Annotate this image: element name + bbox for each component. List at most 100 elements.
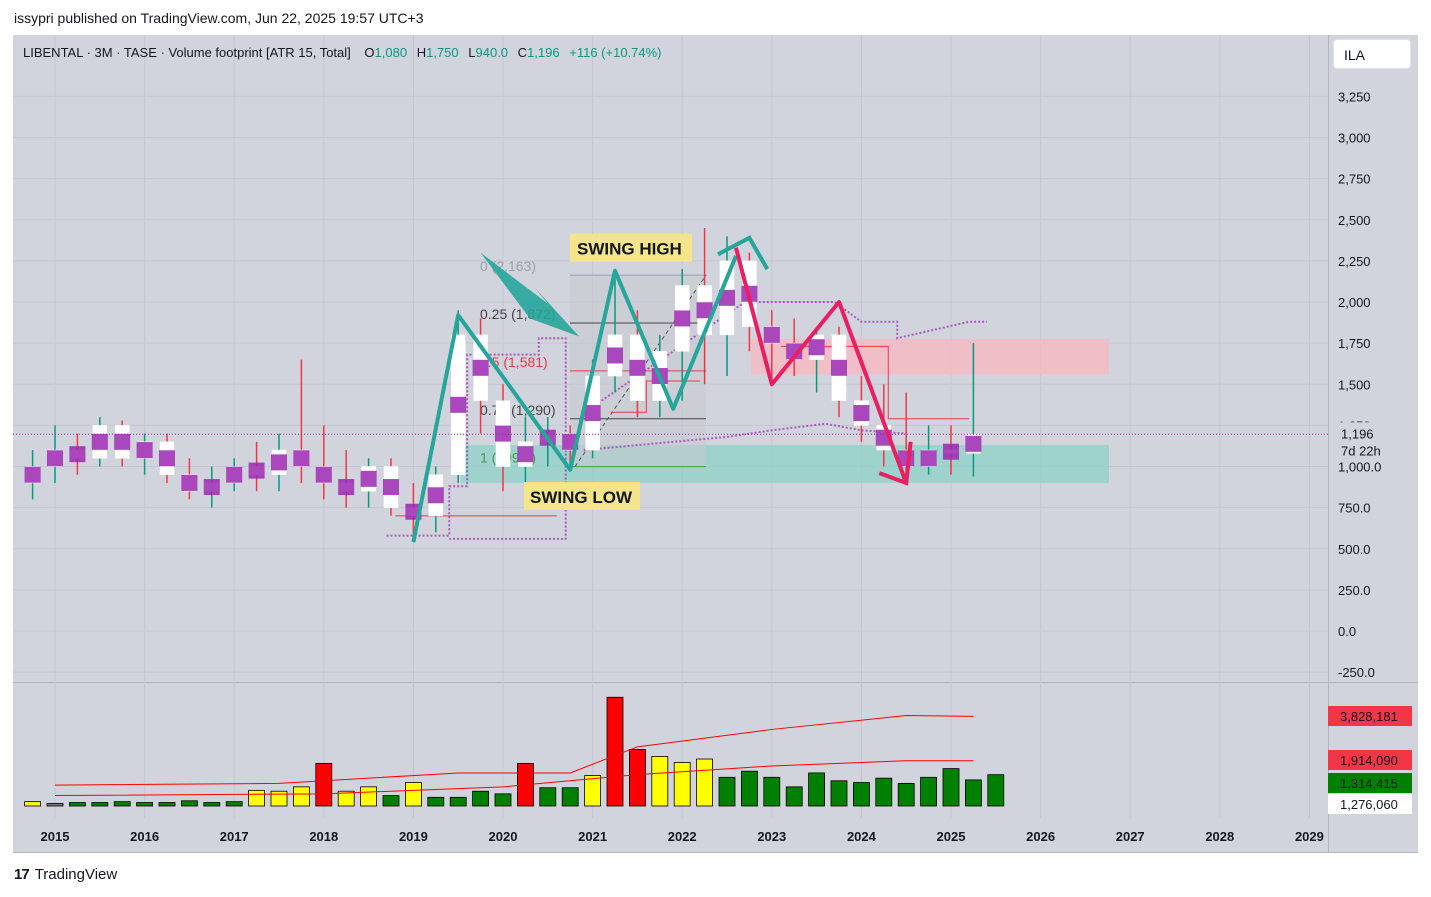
- volume-bar: [203, 802, 221, 807]
- footprint-poc-box: [383, 479, 399, 496]
- footprint-poc-box: [719, 289, 735, 306]
- price-badge-value: 1,196: [1341, 426, 1374, 441]
- volume-bar: [360, 786, 378, 807]
- footprint-poc-box: [472, 359, 489, 376]
- volume-bar: [472, 790, 490, 807]
- volume-scale-badge: 1,914,090: [1340, 753, 1398, 768]
- footprint-poc-box: [159, 450, 175, 467]
- footprint-poc-box: [181, 474, 198, 491]
- x-tick-label: 2017: [220, 829, 249, 844]
- volume-profile-envelope: [583, 422, 907, 452]
- volume-scale-badge: 3,828,181: [1340, 709, 1398, 724]
- close-value: 1,196: [527, 45, 560, 60]
- change-value: +116 (+10.74%): [569, 45, 662, 60]
- footprint-poc-box: [629, 359, 646, 376]
- symbol-name: LIBENTAL · 3M · TASE · Volume footprint …: [23, 45, 351, 60]
- footprint-poc-box: [607, 347, 623, 364]
- tradingview-logo-icon: 17: [14, 866, 30, 883]
- volume-bar: [606, 696, 624, 807]
- x-tick-label: 2028: [1205, 829, 1234, 844]
- volume-bar: [808, 772, 825, 807]
- y-tick-label: 1,500: [1338, 377, 1371, 392]
- volume-ma-lower: [54, 760, 974, 797]
- tradingview-brand[interactable]: 17 TradingView: [14, 866, 117, 883]
- close-label: C: [517, 45, 528, 60]
- footprint-poc-box: [338, 479, 355, 496]
- price-badge-countdown: 7d 22h: [1341, 443, 1381, 458]
- published-by-text: issypri published on TradingView.com, Ju…: [14, 10, 424, 26]
- volume-bar: [561, 787, 579, 807]
- footprint-poc-box: [360, 470, 377, 487]
- x-tick-label: 2020: [489, 829, 518, 844]
- open-label: O: [364, 45, 375, 60]
- low-value: 940.0: [475, 45, 509, 60]
- volume-bar: [584, 775, 601, 807]
- volume-bar: [696, 758, 713, 807]
- swing-high-label: SWING HIGH: [577, 240, 682, 259]
- footprint-poc-box: [136, 442, 153, 459]
- footprint-poc-box: [226, 466, 243, 483]
- volume-scale-badge-bg: [1328, 706, 1412, 726]
- footprint-poc-box: [114, 433, 131, 450]
- footprint-poc-box: [248, 462, 265, 479]
- footprint-poc-box: [203, 479, 220, 496]
- volume-bar: [225, 801, 243, 807]
- volume-bar: [46, 802, 64, 807]
- y-tick-label: 250.0: [1338, 583, 1371, 598]
- volume-bar: [24, 801, 42, 807]
- footprint-poc-box: [943, 443, 959, 460]
- volume-profile-envelope: [600, 301, 987, 402]
- brand-name: TradingView: [34, 866, 118, 883]
- volume-scale-badge: 1,314,415: [1340, 776, 1398, 791]
- y-tick-label: 2,250: [1338, 254, 1371, 269]
- volume-bar: [853, 782, 870, 807]
- x-tick-label: 2021: [578, 829, 607, 844]
- volume-bar: [965, 779, 982, 807]
- volume-bar: [180, 800, 198, 807]
- x-tick-label: 2018: [309, 829, 338, 844]
- volume-bar: [897, 782, 915, 807]
- currency-button[interactable]: ILA: [1333, 39, 1411, 69]
- volume-bar: [270, 790, 288, 807]
- footprint-poc-box: [763, 326, 780, 343]
- price-badge-bg: [1332, 422, 1416, 459]
- footprint-poc-box: [69, 446, 86, 463]
- volume-bar: [427, 796, 445, 807]
- high-label: H: [416, 45, 427, 60]
- volume-scale-badge-bg: [1328, 773, 1412, 793]
- volume-bar: [763, 776, 781, 807]
- time-scale-background: [13, 818, 1328, 853]
- footprint-poc-box: [674, 310, 691, 327]
- footprint-poc-box: [91, 433, 108, 450]
- footprint-poc-box: [450, 396, 467, 413]
- footprint-poc-box: [517, 446, 534, 463]
- y-tick-label: 3,000: [1338, 131, 1371, 146]
- volume-scale-badge-bg: [1328, 794, 1412, 814]
- x-tick-label: 2029: [1295, 829, 1324, 844]
- swing-arrow-head: [717, 235, 770, 271]
- y-tick-label: 2,750: [1338, 172, 1371, 187]
- swing-high-label-bg: [570, 233, 692, 262]
- volume-bar: [404, 782, 422, 807]
- volume-bar: [248, 789, 266, 807]
- volume-scale-badge-bg: [1328, 750, 1412, 770]
- open-value: 1,080: [374, 45, 408, 60]
- y-tick-label: 500.0: [1338, 542, 1371, 557]
- footprint-poc-box: [47, 450, 63, 467]
- low-label: L: [468, 45, 476, 60]
- footprint-poc-box: [24, 466, 41, 483]
- downtrend-path: [734, 247, 909, 484]
- volume-bar: [315, 762, 333, 807]
- footprint-poc-box: [786, 343, 803, 360]
- footprint-poc-box: [315, 466, 332, 483]
- volume-bar: [718, 776, 736, 807]
- x-tick-label: 2024: [847, 829, 877, 844]
- footprint-poc-box: [853, 405, 870, 422]
- volume-bar: [292, 786, 310, 807]
- volume-bar: [337, 790, 355, 807]
- volume-bar: [987, 774, 1005, 807]
- volume-bar: [920, 776, 937, 807]
- x-tick-label: 2023: [757, 829, 786, 844]
- y-tick-label: 2,500: [1338, 213, 1371, 228]
